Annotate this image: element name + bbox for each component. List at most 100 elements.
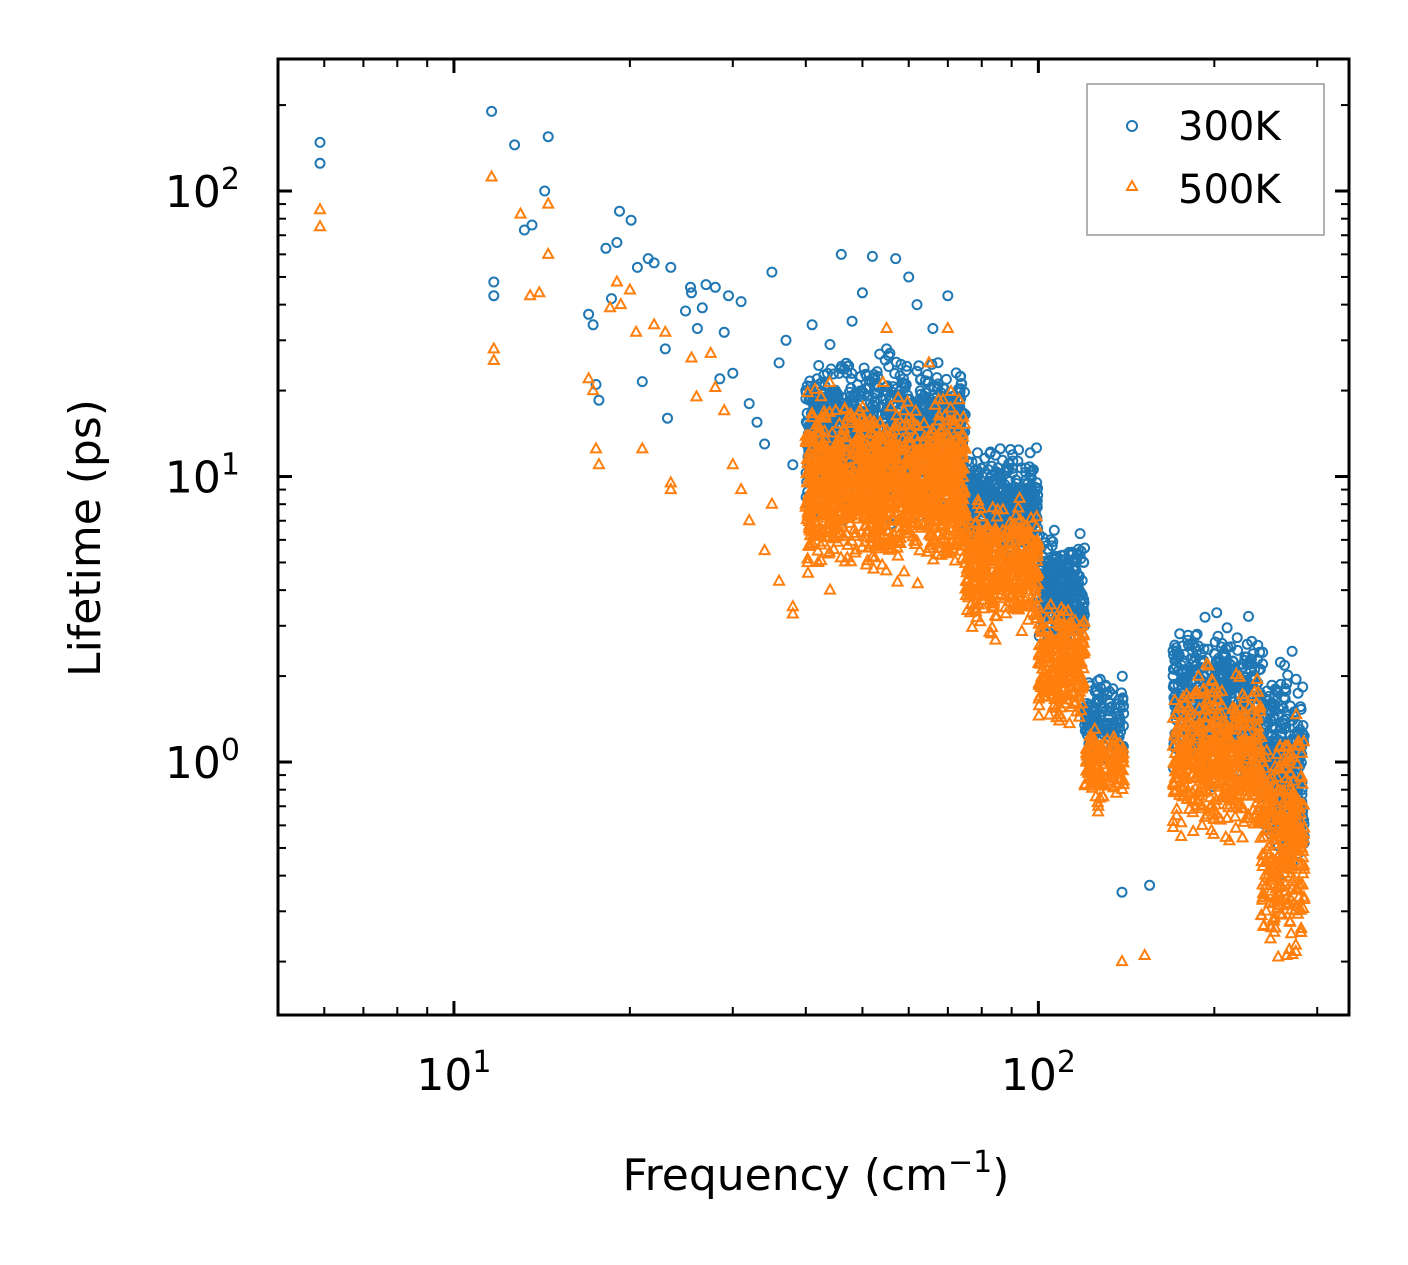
point-500K [808, 381, 822, 394]
point-500K [541, 246, 555, 259]
point-500K [1007, 576, 1021, 589]
point-500K [934, 475, 948, 488]
point-300K [943, 400, 955, 412]
point-500K [908, 501, 923, 514]
point-500K [913, 481, 928, 494]
point-300K [836, 363, 847, 375]
point-300K [1246, 658, 1258, 670]
point-300K [587, 319, 599, 331]
point-500K [899, 451, 914, 464]
point-300K [1114, 717, 1126, 729]
point-500K [934, 458, 949, 471]
point-500K [816, 505, 831, 518]
point-500K [886, 440, 900, 453]
point-300K [927, 323, 939, 334]
point-500K [942, 428, 956, 441]
point-500K [1012, 490, 1027, 503]
point-500K [840, 430, 854, 443]
point-300K [1199, 611, 1211, 623]
point-300K [855, 391, 867, 403]
point-300K [314, 157, 326, 169]
point-500K [879, 320, 894, 333]
point-500K [487, 352, 501, 365]
point-500K [908, 466, 922, 479]
point-500K [988, 632, 1003, 645]
point-300K [942, 290, 954, 302]
point-500K [1027, 607, 1041, 620]
point-500K [971, 496, 986, 509]
point-300K [842, 360, 854, 372]
point-500K [832, 461, 846, 474]
point-300K [856, 287, 868, 299]
point-500K [923, 540, 937, 553]
point-300K [984, 447, 996, 459]
point-300K [866, 250, 878, 262]
point-300K [1284, 700, 1296, 712]
point-500K [985, 620, 999, 633]
point-300K [1257, 658, 1269, 670]
point-500K [952, 392, 966, 405]
point-500K [885, 458, 899, 471]
point-500K [1024, 573, 1038, 586]
point-300K [1031, 442, 1042, 454]
point-500K [999, 574, 1013, 587]
point-500K [967, 569, 981, 582]
point-500K [1026, 557, 1040, 570]
point-500K [813, 432, 827, 445]
point-500K [896, 488, 910, 501]
point-500K [901, 462, 916, 475]
point-500K [823, 582, 837, 595]
point-500K [868, 550, 882, 563]
point-500K [818, 444, 832, 457]
point-500K [487, 341, 501, 354]
point-300K [1100, 719, 1112, 730]
point-500K [866, 561, 881, 574]
point-500K [990, 547, 1005, 560]
point-500K [757, 543, 772, 556]
point-500K [946, 449, 960, 462]
point-500K [876, 455, 890, 468]
point-300K [968, 477, 980, 489]
point-300K [611, 237, 623, 248]
point-500K [1015, 623, 1029, 636]
point-300K [1190, 630, 1202, 642]
point-500K [853, 403, 867, 416]
point-500K [944, 500, 958, 513]
point-300K [631, 261, 643, 273]
point-500K [1011, 500, 1025, 513]
point-500K [975, 535, 989, 548]
point-500K [891, 548, 905, 561]
point-500K [918, 447, 933, 460]
point-300K [1176, 664, 1188, 676]
point-300K [890, 253, 902, 265]
point-500K [786, 599, 800, 612]
point-500K [811, 543, 825, 556]
point-500K [888, 486, 902, 499]
point-500K [1030, 564, 1044, 577]
point-500K [999, 606, 1013, 619]
point-500K [897, 403, 911, 416]
point-500K [811, 554, 825, 567]
point-300K [1047, 536, 1059, 548]
point-500K [840, 526, 854, 539]
point-300K [884, 411, 896, 423]
point-300K [1048, 524, 1060, 536]
point-500K [822, 544, 837, 557]
point-500K [971, 581, 986, 594]
point-300K [824, 339, 836, 350]
point-500K [827, 542, 841, 555]
point-300K [665, 261, 677, 273]
point-500K [823, 374, 837, 387]
point-300K [990, 466, 1002, 478]
point-500K [1027, 542, 1042, 555]
point-500K [984, 554, 999, 567]
point-500K [934, 434, 949, 447]
point-500K [933, 423, 947, 436]
point-500K [1014, 539, 1028, 552]
point-300K [1221, 666, 1233, 678]
point-500K [1018, 578, 1032, 591]
point-500K [907, 516, 921, 529]
point-500K [862, 498, 876, 511]
point-500K [742, 513, 756, 526]
point-300K [1075, 545, 1087, 557]
